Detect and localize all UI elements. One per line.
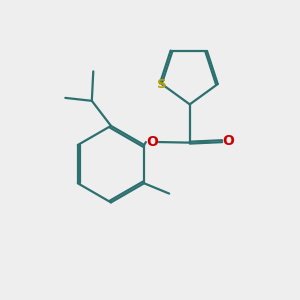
- Text: O: O: [146, 135, 158, 149]
- Text: S: S: [157, 77, 166, 91]
- Text: O: O: [223, 134, 235, 148]
